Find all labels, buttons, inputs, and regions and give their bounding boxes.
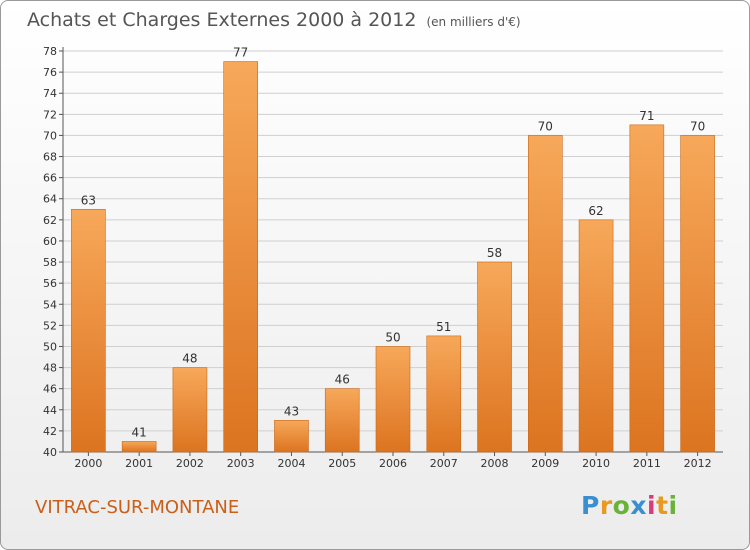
logo-letter: x: [630, 491, 647, 520]
bar-2006: [375, 346, 411, 453]
y-tick-label-46: 46: [43, 383, 57, 396]
bar-2011: [629, 124, 665, 453]
x-tick-label-2001: 2001: [125, 457, 153, 470]
chart-title: Achats et Charges Externes 2000 à 2012 (e…: [27, 9, 521, 31]
bar-2003: [223, 61, 258, 453]
value-label-2003: 77: [233, 46, 248, 60]
bar-2000: [71, 208, 106, 453]
x-tick-label-2009: 2009: [531, 457, 559, 470]
x-tick-label-2000: 2000: [74, 457, 102, 470]
y-tick-label-66: 66: [43, 172, 57, 185]
x-tick-label-2005: 2005: [328, 457, 356, 470]
logo-letter: r: [599, 491, 613, 520]
value-label-2000: 63: [81, 193, 96, 207]
chart-title-unit: (en milliers d'€): [426, 15, 521, 29]
logo-letter: o: [612, 491, 631, 520]
value-label-2010: 62: [588, 204, 603, 218]
data-labels: 63 41 48 77 43 46 50 51 58 70 62 71 70: [81, 46, 706, 440]
bar-2009: [528, 135, 563, 453]
bar-2010: [578, 219, 614, 453]
y-tick-label-76: 76: [43, 66, 57, 79]
bar-2007: [426, 335, 462, 453]
x-tick-label-2006: 2006: [379, 457, 407, 470]
bar-2005: [324, 388, 360, 453]
x-tick-label-2010: 2010: [582, 457, 610, 470]
value-label-2009: 70: [538, 119, 553, 133]
value-label-2005: 46: [335, 373, 350, 387]
y-tick-label-44: 44: [43, 404, 57, 417]
bar-2012: [680, 135, 715, 453]
logo-letter: P: [581, 491, 600, 520]
y-tick-label-72: 72: [43, 108, 57, 121]
y-tick-label-54: 54: [43, 298, 57, 311]
y-tick-label-60: 60: [43, 235, 57, 248]
bar-2004: [274, 420, 309, 453]
y-tick-label-62: 62: [43, 214, 57, 227]
value-label-2012: 70: [690, 119, 705, 133]
y-tick-label-68: 68: [43, 151, 57, 164]
bar-2002: [172, 367, 208, 453]
value-label-2011: 71: [639, 109, 654, 123]
logo-letter: i: [668, 491, 678, 520]
x-tick-label-2003: 2003: [227, 457, 255, 470]
chart-title-main: Achats et Charges Externes 2000 à 2012: [27, 9, 417, 31]
y-tick-label-58: 58: [43, 256, 57, 269]
x-tick-label-2011: 2011: [633, 457, 661, 470]
commune-name: VITRAC-SUR-MONTANE: [35, 497, 240, 518]
y-tick-label-70: 70: [43, 129, 57, 142]
logo-letter: t: [656, 491, 669, 520]
y-tick-label-64: 64: [43, 193, 57, 206]
proxiti-logo[interactable]: Proxiti: [581, 491, 678, 520]
x-tick-label-2012: 2012: [684, 457, 712, 470]
y-tick-label-74: 74: [43, 87, 57, 100]
x-tick-label-2007: 2007: [430, 457, 458, 470]
y-tick-label-42: 42: [43, 425, 57, 438]
y-tick-label-50: 50: [43, 340, 57, 353]
y-tick-label-78: 78: [43, 45, 57, 58]
y-tick-label-48: 48: [43, 362, 57, 375]
y-tick-label-52: 52: [43, 319, 57, 332]
bars: [71, 61, 715, 453]
bar-2008: [477, 261, 512, 453]
y-tick-label-40: 40: [43, 446, 57, 459]
y-tick-label-56: 56: [43, 277, 57, 290]
x-tick-label-2002: 2002: [176, 457, 204, 470]
x-tick-label-2004: 2004: [277, 457, 305, 470]
value-label-2004: 43: [284, 404, 299, 418]
value-label-2001: 41: [132, 425, 147, 439]
value-label-2007: 51: [436, 320, 451, 334]
value-label-2008: 58: [487, 246, 502, 260]
bar-2001: [121, 441, 157, 453]
logo-letter: i: [647, 491, 657, 520]
value-label-2002: 48: [182, 352, 197, 366]
x-tick-label-2008: 2008: [481, 457, 509, 470]
value-label-2006: 50: [385, 330, 400, 344]
